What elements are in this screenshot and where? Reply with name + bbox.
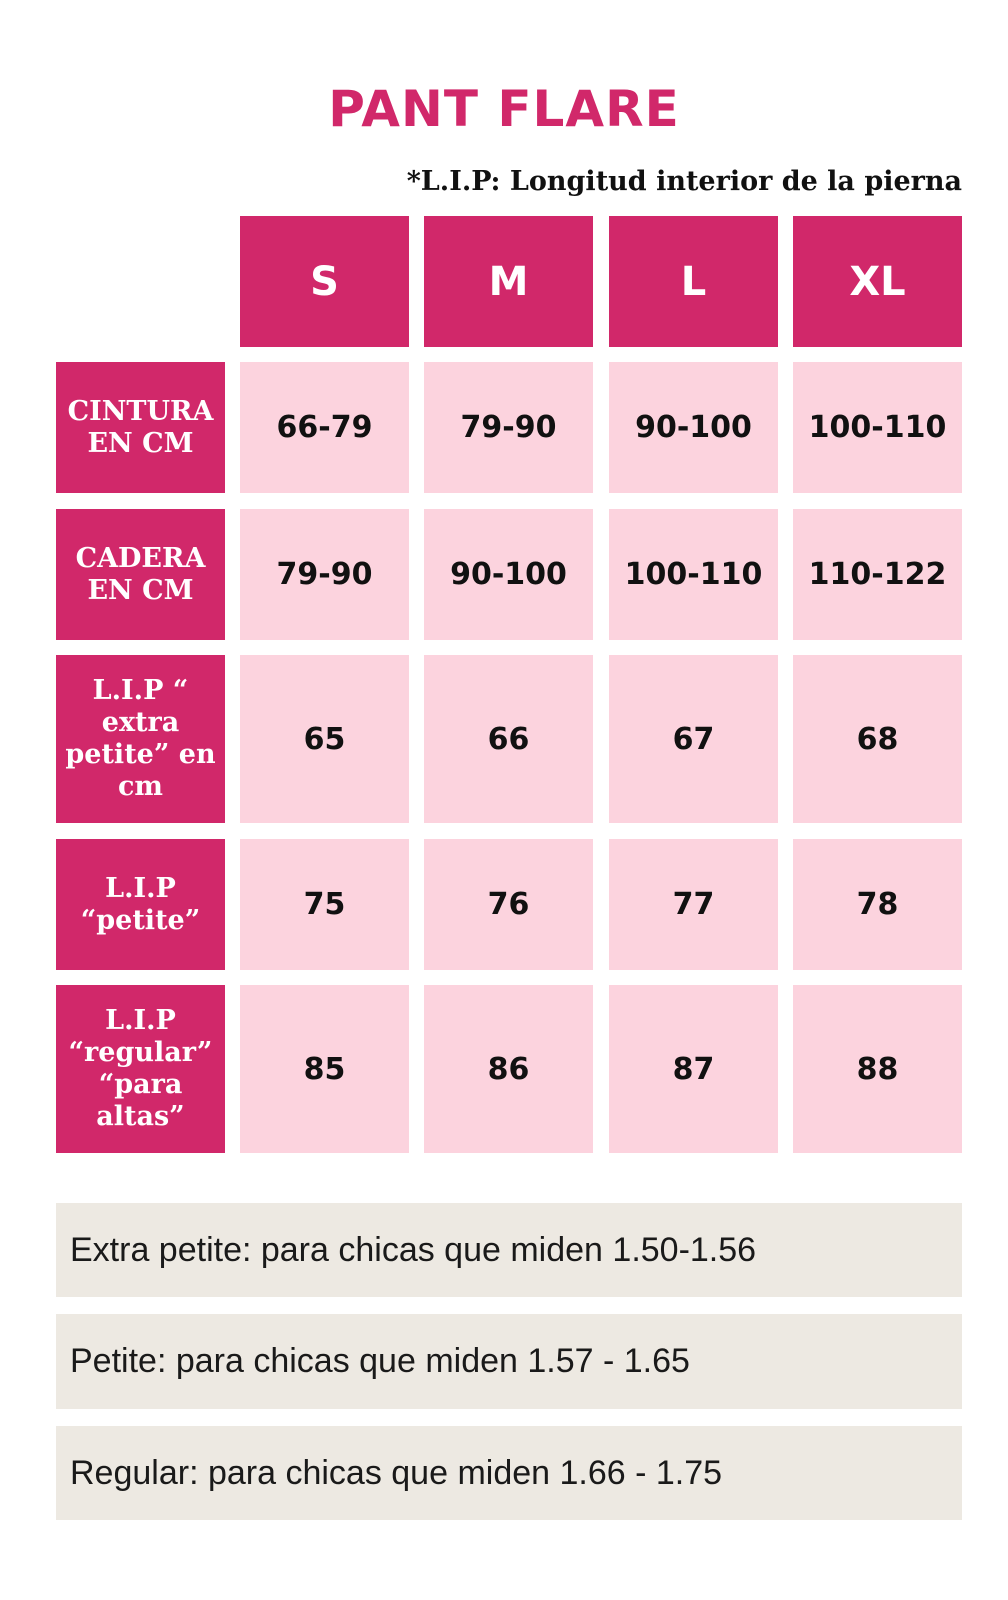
table-cell: 85 xyxy=(240,985,409,1153)
table-cell: 76 xyxy=(424,839,593,970)
table-cell: 90-100 xyxy=(609,362,778,493)
table-cell: 87 xyxy=(609,985,778,1153)
row-label-lip-petite: L.I.P “petite” xyxy=(56,839,225,970)
table-cell: 90-100 xyxy=(424,509,593,640)
row-label-lip-extra-petite: L.I.P “ extra petite” en cm xyxy=(56,655,225,823)
table-cell: 77 xyxy=(609,839,778,970)
table-cell: 100-110 xyxy=(793,362,962,493)
table-cell: 75 xyxy=(240,839,409,970)
size-header-m: M xyxy=(424,216,593,347)
table-cell: 65 xyxy=(240,655,409,823)
row-label-cintura: CINTURA EN CM xyxy=(56,362,225,493)
table-cell: 88 xyxy=(793,985,962,1153)
table-cell: 66-79 xyxy=(240,362,409,493)
table-cell: 79-90 xyxy=(240,509,409,640)
size-header-s: S xyxy=(240,216,409,347)
table-cell: 68 xyxy=(793,655,962,823)
table-cell: 110-122 xyxy=(793,509,962,640)
note-extra-petite: Extra petite: para chicas que miden 1.50… xyxy=(56,1203,962,1297)
table-cell: 79-90 xyxy=(424,362,593,493)
table-cell: 86 xyxy=(424,985,593,1153)
table-cell: 67 xyxy=(609,655,778,823)
lip-definition: *L.I.P: Longitud interior de la pierna xyxy=(406,166,962,197)
page-title: PANT FLARE xyxy=(328,80,680,138)
row-label-cadera: CADERA EN CM xyxy=(56,509,225,640)
table-cell: 78 xyxy=(793,839,962,970)
note-petite: Petite: para chicas que miden 1.57 - 1.6… xyxy=(56,1314,962,1409)
size-header-xl: XL xyxy=(793,216,962,347)
table-cell: 66 xyxy=(424,655,593,823)
row-label-lip-regular: L.I.P “regular” “para altas” xyxy=(56,985,225,1153)
size-header-l: L xyxy=(609,216,778,347)
note-regular: Regular: para chicas que miden 1.66 - 1.… xyxy=(56,1426,962,1520)
table-cell: 100-110 xyxy=(609,509,778,640)
